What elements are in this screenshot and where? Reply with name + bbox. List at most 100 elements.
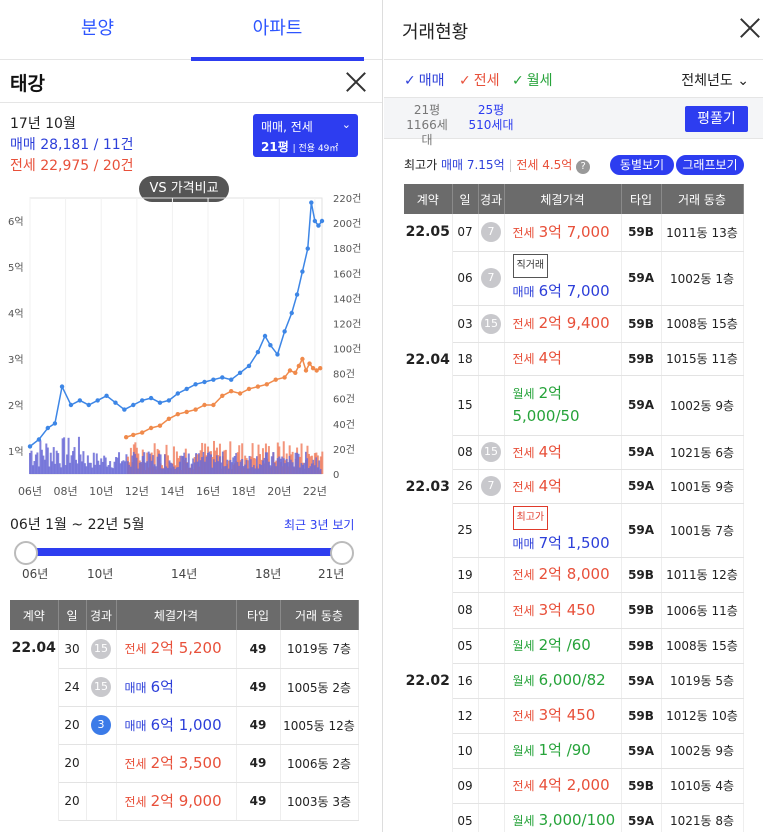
table-row[interactable]: 19 전세 2억 8,000 59B 1011동 12층 [404,557,744,593]
filter-sale-label: 매매 [418,73,445,89]
sale-volume-bar [270,456,273,474]
table-row[interactable]: 22.02 16 월세 6,000/82 59A 1019동 5층 [404,663,744,832]
contract-day: 25 [452,503,479,558]
table-row[interactable]: 05 월세 3,000/100 59A 1021동 8층 [404,803,744,832]
sale-volume-bar [69,462,72,474]
jeonse-volume-bar [177,458,180,474]
building-floor: 1015동 11층 [661,342,744,376]
check-icon: ✓ [512,73,524,89]
trade-type-filters: ✓ 매매 ✓ 전세 ✓ 월세 전체년도 ⌄ [384,61,763,97]
top-tabs: 분양 아파트 [0,0,382,61]
sale-volume-bar [238,465,241,474]
deal-price-detail: 5,000/50 [512,407,580,425]
sale-volume-bar [101,461,104,474]
jeonse-volume-bar [153,443,156,474]
table-row[interactable]: 15 월세 2억 5,000/50 59A 1002동 9층 [404,375,744,436]
contract-day: 05 [452,628,479,664]
table-row[interactable]: 05 월세 2억 /60 59B 1008동 15층 [404,628,744,664]
help-icon[interactable]: ? [576,160,591,174]
period-slider-track[interactable] [26,548,342,556]
period-slider-end-handle[interactable] [330,541,354,565]
price-point [300,356,305,362]
sale-volume-bar [42,455,45,474]
sale-volume-bar [141,456,144,474]
sale-volume-bar [125,454,128,474]
deal-kind: 매매 [124,718,147,733]
filter-size: 21평 [261,140,289,154]
sale-volume-bar [273,462,276,474]
table-row[interactable]: 12 전세 3억 450 59B 1012동 10층 [404,698,744,734]
deal-kind: 전세 [512,568,535,582]
elapsed-cell: 15 [86,630,117,669]
year-select-value: 전체년도 [681,73,733,89]
filter-sale-toggle[interactable]: ✓ 매매 [404,70,445,90]
price-point [303,368,309,373]
price-point [228,377,234,382]
table-row[interactable]: 22.04 30 15 전세 2억 5,200 49 1019동 7층 [10,630,359,820]
table-row[interactable]: 10 월세 1억 /90 59A 1002동 9층 [404,733,744,769]
sale-volume-bar [103,455,106,474]
unit-type: 59B [621,305,662,343]
price-point [68,402,74,408]
filter-jeonse-toggle[interactable]: ✓ 전세 [459,70,500,90]
trade-type-size-filter[interactable]: 매매, 전세 ⌄ 21평 | 전용 49㎡ [253,114,358,157]
size-option-25[interactable]: 25평 510세대 [466,103,516,133]
jeonse-volume-bar [299,456,302,474]
tab-presale[interactable]: 분양 [80,18,115,39]
column-header: 일 [452,184,479,214]
deal-tag: 직거래 [512,254,549,278]
close-icon[interactable] [346,72,366,92]
sale-volume-bar [146,461,149,474]
table-row[interactable]: 08 15 전세 4억 59A 1021동 6층 [404,435,744,470]
y-right-tick-label: 140건 [333,293,361,305]
building-floor: 1006동 11층 [661,592,744,629]
period-slider-start-handle[interactable] [14,541,38,565]
sale-volume-bar [169,462,172,474]
sale-volume-bar [119,463,122,474]
table-row[interactable]: 22.03 26 7 전세 4억 59A 1001동 9층 [404,469,744,663]
table-row[interactable]: 03 15 전세 2억 9,400 59B 1008동 15층 [404,305,744,343]
table-row[interactable]: 22.04 18 전세 4억 59B 1015동 11층 [404,342,744,469]
graph-view-button[interactable]: 그래프보기 [676,155,744,175]
table-row[interactable]: 20 전세 2억 9,000 49 1003동 3층 [10,782,359,821]
contract-day: 03 [452,305,479,343]
deal-price-cell: 전세 4억 [504,435,622,470]
year-select[interactable]: 전체년도 ⌄ [681,70,749,90]
deal-price: 6억 7,000 [538,282,610,300]
table-row[interactable]: 22.05 07 7 전세 3억 7,000 59B 1011동 13층 [404,214,744,342]
size-option-21[interactable]: 21평 1166세대 [402,103,452,148]
filter-monthly-toggle[interactable]: ✓ 월세 [512,70,553,90]
tab-apartment[interactable]: 아파트 [191,0,364,61]
price-point [139,398,145,403]
sale-volume-bar [135,457,138,474]
deal-price-cell: 월세 2억 5,000/50 [504,375,622,436]
close-icon[interactable] [740,18,760,38]
table-row[interactable]: 25 최고가 매매 7억 1,500 59A 1001동 7층 [404,503,744,558]
slider-tick: 10년 [87,567,114,581]
pyeong-expand-button[interactable]: 평풀기 [685,106,748,132]
left-deals-table: 계약 일 경과 체결가격 타입 거래 동층 22.04 30 15 전세 2억 5,200 49 10… [10,600,359,821]
sale-volume-bar [307,468,310,474]
dong-view-button[interactable]: 동별보기 [610,155,674,175]
sale-volume-bar [199,460,202,474]
table-row[interactable]: 20 전세 2억 3,500 49 1006동 2층 [10,744,359,783]
table-row[interactable]: 06 7 직거래 매매 6억 7,000 59A 1002동 1층 [404,251,744,306]
sale-volume-bar [110,467,113,474]
deal-kind: 전세 [512,779,535,793]
summary-date: 17년 10월 [10,116,76,132]
recent-3y-link[interactable]: 최근 3년 보기 [284,518,355,532]
sale-volume-bar [104,457,107,474]
sale-volume-bar [30,450,33,474]
price-point [300,269,305,274]
sale-volume-bar [116,457,119,474]
table-row[interactable]: 20 3 매매 6억 1,000 49 1005동 12층 [10,706,359,745]
sale-volume-bar [174,468,177,474]
table-row[interactable]: 24 15 매매 6억 49 1005동 2층 [10,668,359,707]
max-label: 최고가 [404,158,438,172]
sale-volume-bar [180,455,183,474]
sale-volume-bar [175,467,178,474]
x-tick-label: 20년 [267,485,291,498]
sale-volume-bar [223,466,226,474]
table-row[interactable]: 09 전세 4억 2,000 59B 1010동 4층 [404,768,744,804]
table-row[interactable]: 08 전세 3억 450 59B 1006동 11층 [404,592,744,629]
